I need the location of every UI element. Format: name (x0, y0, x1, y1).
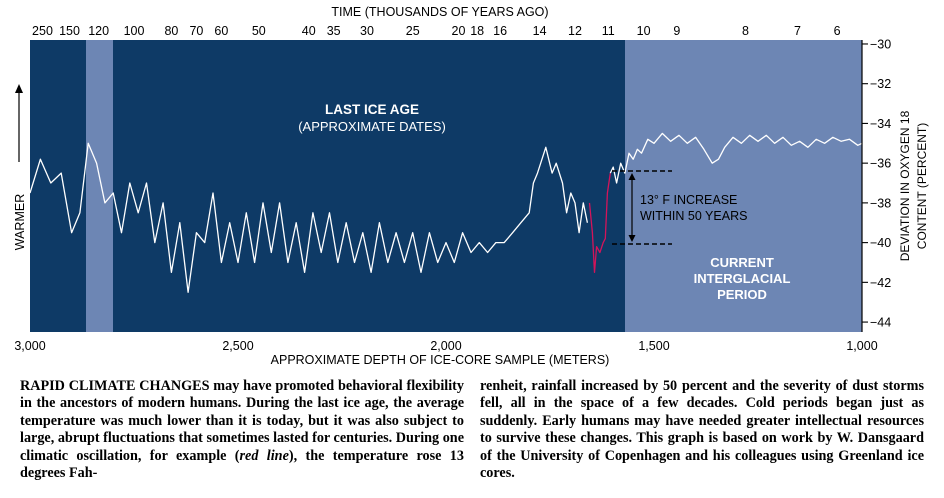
region-sublabel-ice-age: (APPROXIMATE DATES) (298, 119, 446, 134)
top-axis-ticks: 250 150 120 100 80 70 60 50 40 35 30 25 20 18 16 14 12 11… (32, 24, 841, 38)
caption-left: RAPID CLIMATE CHANGES may have promoted … (20, 378, 464, 482)
annotation-arrowhead-down (628, 235, 636, 242)
top-tick-label: 16 (493, 24, 507, 38)
x-tick-label: 1,500 (638, 339, 669, 353)
top-tick-label: 30 (360, 24, 374, 38)
top-tick-label: 9 (673, 24, 680, 38)
top-tick-label: 35 (327, 24, 341, 38)
region-label-ice-age: LAST ICE AGE (325, 102, 419, 117)
data-series (29, 132, 863, 293)
top-tick-label: 120 (88, 24, 109, 38)
top-tick-label: 70 (189, 24, 203, 38)
series-line-0 (29, 142, 589, 293)
x-tick-label: 1,000 (846, 339, 877, 353)
x-tick-label: 3,000 (14, 339, 45, 353)
series-line-2 (609, 132, 863, 184)
annotation-arrowhead-up (628, 173, 636, 180)
y-axis-label-line-2: CONTENT (PERCENT) (915, 123, 929, 249)
caption-right: renheit, rainfall increased by 50 percen… (480, 378, 924, 482)
annotation-line-1: 13° F INCREASE (640, 193, 737, 207)
x-axis-ticks: 3,000 2,500 2,000 1,500 1,000 (14, 339, 877, 353)
region-label-interglacial: CURRENT (710, 255, 774, 270)
y-tick-label: −34 (870, 117, 891, 131)
top-tick-label: 11 (602, 24, 615, 38)
top-axis-title: TIME (THOUSANDS OF YEARS AGO) (331, 5, 548, 19)
x-axis-label: APPROXIMATE DEPTH OF ICE-CORE SAMPLE (ME… (271, 353, 610, 367)
x-tick-label: 2,000 (430, 339, 461, 353)
top-tick-label: 80 (164, 24, 178, 38)
warmer-arrowhead (15, 84, 23, 93)
top-tick-label: 18 (470, 24, 484, 38)
caption-left-body: may have promoted behavioral flexibility… (20, 378, 464, 464)
last-ice-age-region (30, 40, 625, 332)
top-tick-label: 60 (214, 24, 228, 38)
y-tick-label: −44 (870, 316, 891, 330)
top-tick-label: 12 (568, 24, 582, 38)
y-axis-label-line-1: DEVIATION IN OXYGEN 18 (898, 110, 912, 261)
caption-left-tail: ), the temperature rose 13 degrees Fah- (20, 447, 464, 482)
y-tick-label: −36 (870, 157, 891, 171)
top-tick-label: 6 (834, 24, 841, 38)
top-tick-label: 50 (252, 24, 266, 38)
top-tick-label: 40 (302, 24, 316, 38)
highlight-band (86, 40, 113, 332)
top-tick-label: 14 (533, 24, 547, 38)
y-tick-label: −40 (870, 236, 891, 250)
y-axis-ticks: −30 −32 −34 −36 −38 −40 −42 −44 (862, 37, 891, 330)
caption-right-body: renheit, rainfall increased by 50 percen… (480, 378, 924, 482)
top-tick-label: 25 (406, 24, 420, 38)
y-tick-label: −30 (870, 37, 891, 51)
top-tick-label: 20 (452, 24, 466, 38)
x-tick-label: 2,500 (222, 339, 253, 353)
annotation-line-2: WITHIN 50 YEARS (640, 209, 747, 223)
y-tick-label: −38 (870, 196, 891, 210)
region-sublabel-interglacial: INTERGLACIAL (694, 271, 791, 286)
top-tick-label: 150 (59, 24, 80, 38)
top-tick-label: 250 (32, 24, 53, 38)
warmer-label: WARMER (13, 194, 27, 250)
interglacial-region (625, 40, 862, 332)
y-tick-label: −32 (870, 77, 891, 91)
top-tick-label: 100 (124, 24, 145, 38)
y-tick-label: −42 (870, 276, 891, 290)
caption-lead: RAPID CLIMATE CHANGES (20, 378, 210, 394)
series-line-1 (588, 173, 611, 274)
region-sublabel2-interglacial: PERIOD (717, 287, 767, 302)
top-tick-label: 8 (742, 24, 749, 38)
ice-core-chart: TIME (THOUSANDS OF YEARS AGO) 250 150 120 1… (13, 5, 929, 367)
top-tick-label: 7 (794, 24, 801, 38)
top-tick-label: 10 (637, 24, 651, 38)
caption-red-line: red line (239, 447, 289, 464)
